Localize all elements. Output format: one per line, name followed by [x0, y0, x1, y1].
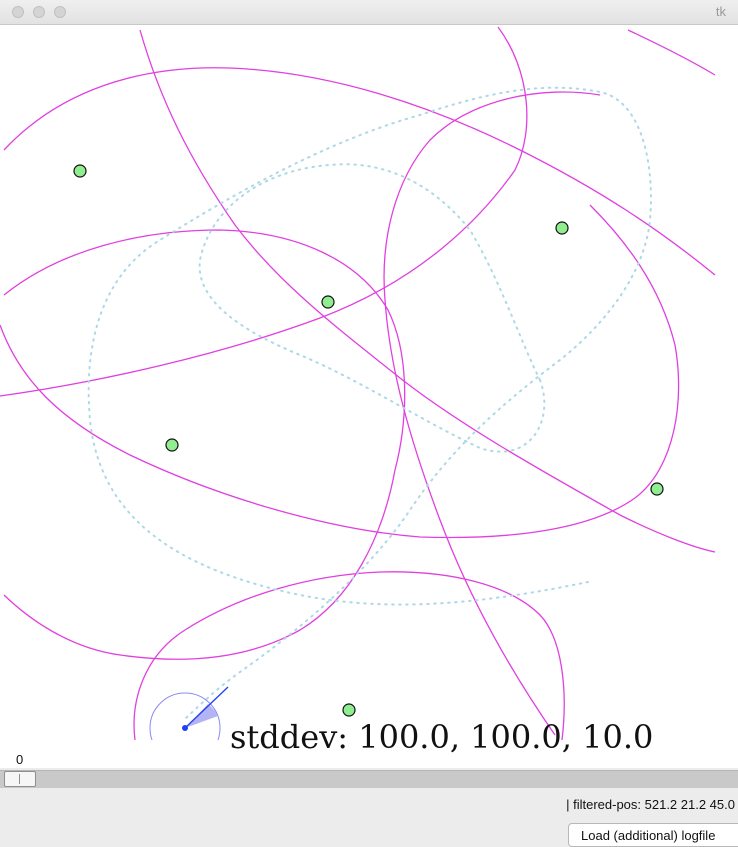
minimize-window-button[interactable] [33, 6, 45, 18]
canvas-footer-area [0, 740, 738, 768]
measurement-circle-crossing [0, 26, 528, 397]
landmark-icon [650, 482, 664, 496]
robot-heading-wedge [185, 704, 218, 728]
landmark-icon [73, 164, 87, 178]
robot-position-dot [182, 725, 188, 731]
robot-position-marker [149, 686, 229, 740]
measurement-circle-right [383, 91, 601, 736]
filtered-pos-status: | filtered-pos: 521.2 21.2 45.0 [566, 797, 735, 812]
stddev-label: stddev: 100.0, 100.0, 10.0 [230, 718, 654, 756]
close-window-button[interactable] [12, 6, 24, 18]
timeline-slider-handle[interactable] [4, 771, 36, 787]
robot-heading-line [184, 686, 229, 729]
measurement-circle-bottom [133, 571, 565, 740]
measurement-circle-big [0, 204, 680, 539]
measurement-arc-corner [627, 29, 716, 76]
trajectory-outer-loop [87, 86, 652, 719]
map-drawing [0, 26, 716, 740]
landmark-icon [342, 703, 356, 717]
map-canvas[interactable] [0, 25, 738, 740]
landmark-icon [555, 221, 569, 235]
robot-uncertainty-circle [149, 692, 221, 740]
window-title: tk [715, 4, 726, 19]
landmark-icon [321, 295, 335, 309]
slider-value-label: 0 [16, 752, 24, 767]
measurement-circle-left [3, 229, 406, 660]
measurement-circle-upper-left [3, 67, 716, 276]
zoom-window-button[interactable] [54, 6, 66, 18]
measurement-arc-steep [139, 29, 716, 553]
trajectory-inner-loop [198, 163, 546, 453]
landmark-icon [165, 438, 179, 452]
window-titlebar: tk [0, 0, 738, 25]
load-logfile-button[interactable]: Load (additional) logfile [568, 823, 738, 847]
timeline-slider[interactable] [0, 770, 738, 788]
